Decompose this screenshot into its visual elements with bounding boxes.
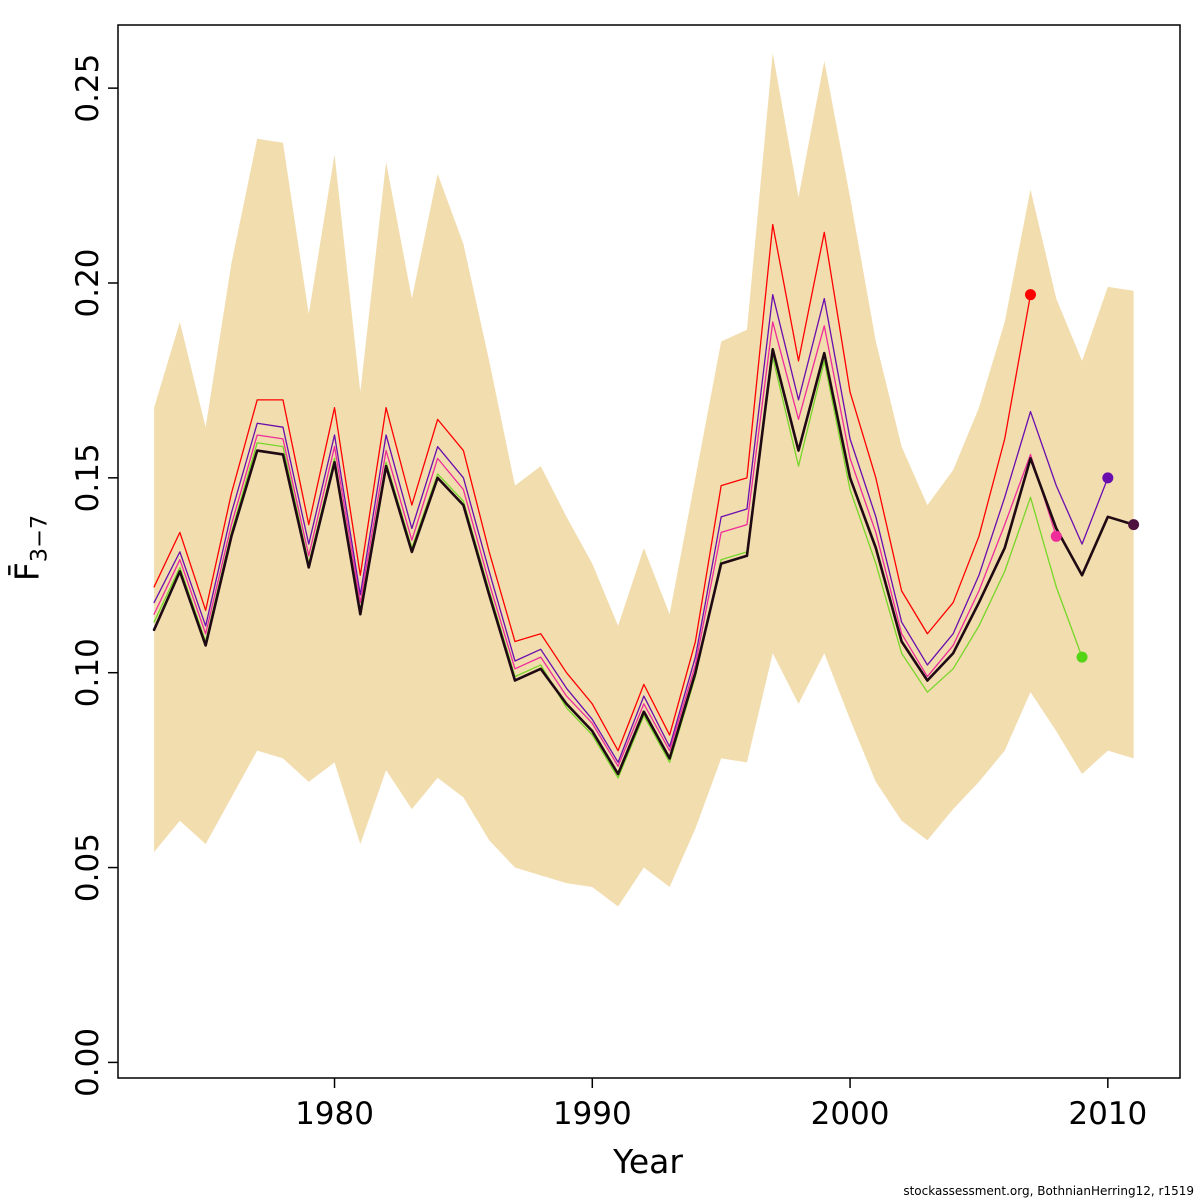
y-tick-label: 0.15 xyxy=(70,443,106,512)
endpoint-dot-final-2011 xyxy=(1128,519,1140,531)
x-tick-label: 2000 xyxy=(811,1096,890,1132)
y-axis-label-main: F̄ xyxy=(7,562,47,582)
y-tick-label: 0.10 xyxy=(70,638,106,707)
footer-attribution: stockassessment.org, BothnianHerring12, … xyxy=(903,1184,1194,1198)
series-line-final-2011 xyxy=(152,347,1135,776)
y-tick-label: 0.05 xyxy=(70,833,106,902)
y-tick-label: 0.20 xyxy=(70,248,106,317)
endpoint-dot-retro-2009 xyxy=(1076,651,1088,663)
x-tick-label: 1990 xyxy=(553,1096,632,1132)
series-line-retro-2007 xyxy=(153,223,1032,752)
x-tick-label: 2010 xyxy=(1068,1096,1147,1132)
series-line-retro-2010 xyxy=(153,294,1109,763)
x-axis-label: Year xyxy=(613,1142,683,1181)
y-tick-label: 0.00 xyxy=(70,1028,106,1097)
plot-box xyxy=(117,24,1181,1079)
y-axis-label-subscript: 3−7 xyxy=(26,514,53,563)
endpoint-dot-retro-2008 xyxy=(1050,530,1062,542)
confidence-band xyxy=(154,53,1134,907)
x-tick-label: 1980 xyxy=(295,1096,374,1132)
endpoint-dot-retro-2007 xyxy=(1024,289,1036,301)
y-axis-label: F̄3−7 xyxy=(8,515,53,581)
y-tick-label: 0.25 xyxy=(70,54,106,123)
endpoint-dot-retro-2010 xyxy=(1102,472,1114,484)
series-line-retro-2008 xyxy=(153,321,1057,767)
